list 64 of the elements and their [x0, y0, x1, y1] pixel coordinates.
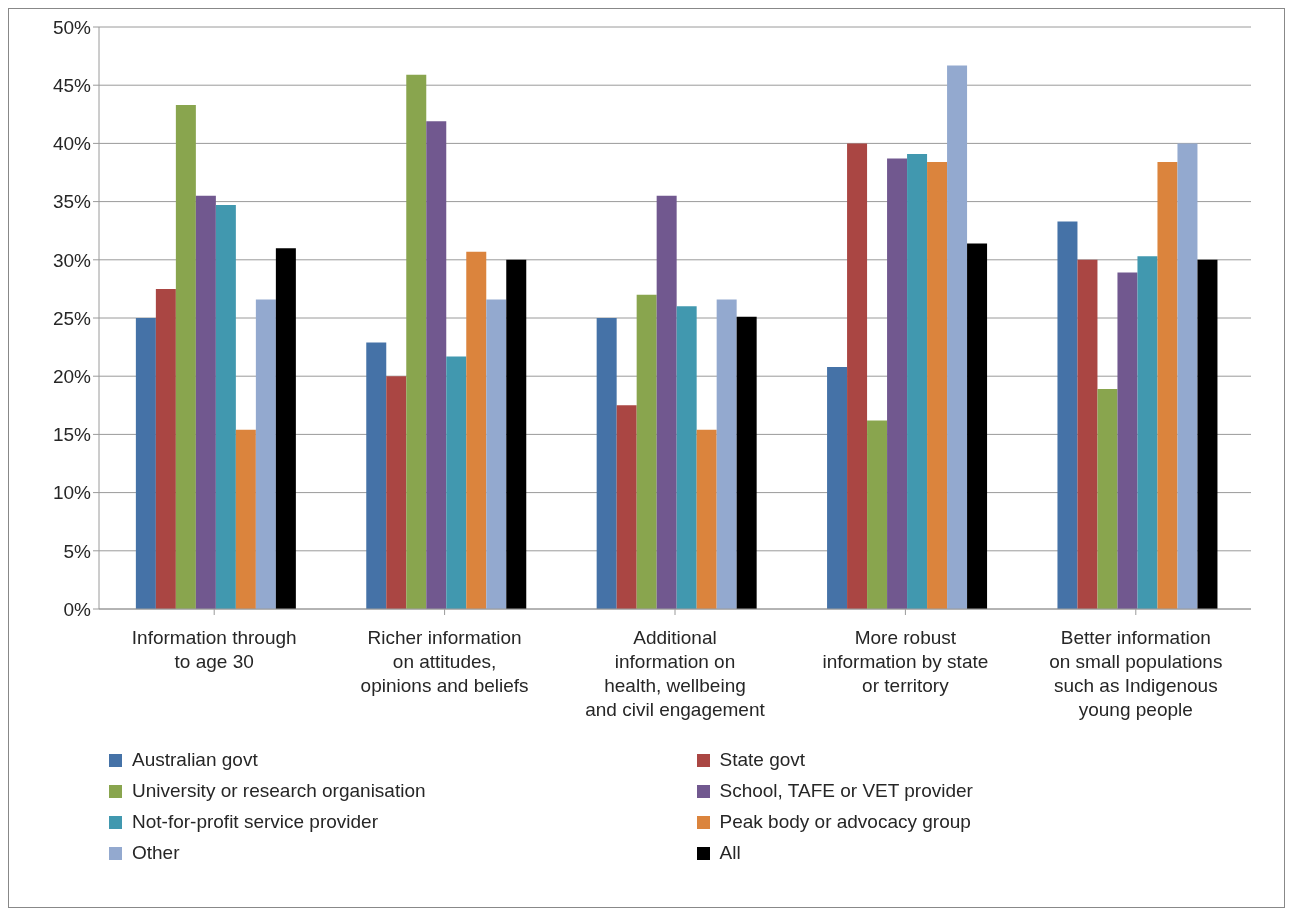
- bar: [486, 299, 507, 609]
- bar: [1097, 389, 1118, 609]
- bar: [907, 153, 928, 609]
- y-tick-label: 20%: [52, 365, 92, 387]
- bar: [1137, 256, 1158, 609]
- bar: [1117, 272, 1138, 609]
- bar: [1057, 221, 1078, 609]
- bar: [1197, 259, 1218, 609]
- bar: [636, 294, 657, 609]
- legend-label: School, TAFE or VET provider: [719, 780, 973, 802]
- legend-label: Not-for-profit service provider: [132, 811, 379, 833]
- x-tick-label: Information through to age 30: [131, 627, 297, 672]
- bar: [275, 248, 296, 609]
- bar: [175, 104, 196, 609]
- x-tick-label: Better information on small populations such as Indigenous young people: [1049, 627, 1223, 720]
- bar: [406, 74, 427, 609]
- bar: [506, 259, 527, 609]
- bar: [195, 195, 216, 609]
- bar: [1077, 259, 1098, 609]
- y-tick-label: 25%: [52, 307, 92, 329]
- bar: [596, 318, 617, 609]
- y-tick-label: 45%: [52, 74, 92, 96]
- bar: [847, 143, 868, 609]
- y-tick-label: 15%: [52, 424, 92, 446]
- legend-label: University or research organisation: [132, 780, 426, 802]
- bar: [927, 162, 948, 609]
- bar: [887, 158, 908, 609]
- y-tick-label: 10%: [52, 482, 92, 504]
- y-tick-label: 40%: [52, 133, 92, 155]
- bar: [656, 195, 677, 609]
- y-tick-label: 5%: [63, 540, 92, 562]
- bar: [235, 429, 256, 609]
- legend-label: State govt: [719, 749, 806, 771]
- legend-label: Australian govt: [132, 749, 258, 771]
- bar: [135, 318, 156, 609]
- y-tick-label: 50%: [52, 16, 92, 38]
- bar: [696, 429, 717, 609]
- bar: [1157, 162, 1178, 609]
- y-tick-label: 30%: [52, 249, 92, 271]
- bar: [466, 251, 487, 609]
- y-tick-label: 35%: [52, 191, 92, 213]
- legend-label: Peak body or advocacy group: [719, 811, 971, 833]
- bar: [736, 316, 757, 609]
- bar: [616, 405, 637, 609]
- bar: [255, 299, 276, 609]
- bar: [967, 243, 988, 609]
- legend-label: Other: [132, 842, 180, 864]
- bar: [155, 288, 176, 609]
- bar: [716, 299, 737, 609]
- bar: [215, 205, 236, 609]
- legend-label: All: [719, 842, 741, 864]
- bar: [426, 121, 447, 609]
- x-tick-label: More robust information by state or territory: [822, 627, 989, 696]
- bar: [1177, 143, 1198, 609]
- bar: [676, 306, 697, 609]
- bar: [386, 376, 407, 609]
- y-tick-label: 0%: [63, 598, 92, 620]
- x-tick-label: Additional information on health, wellbeing and civil engagement: [585, 627, 766, 720]
- bar: [446, 356, 467, 609]
- bar: [867, 420, 888, 609]
- x-tick-label: Richer information on attitudes, opinions and beliefs: [360, 627, 529, 696]
- bar: [947, 65, 968, 609]
- bar: [827, 366, 848, 609]
- bar: [366, 342, 387, 609]
